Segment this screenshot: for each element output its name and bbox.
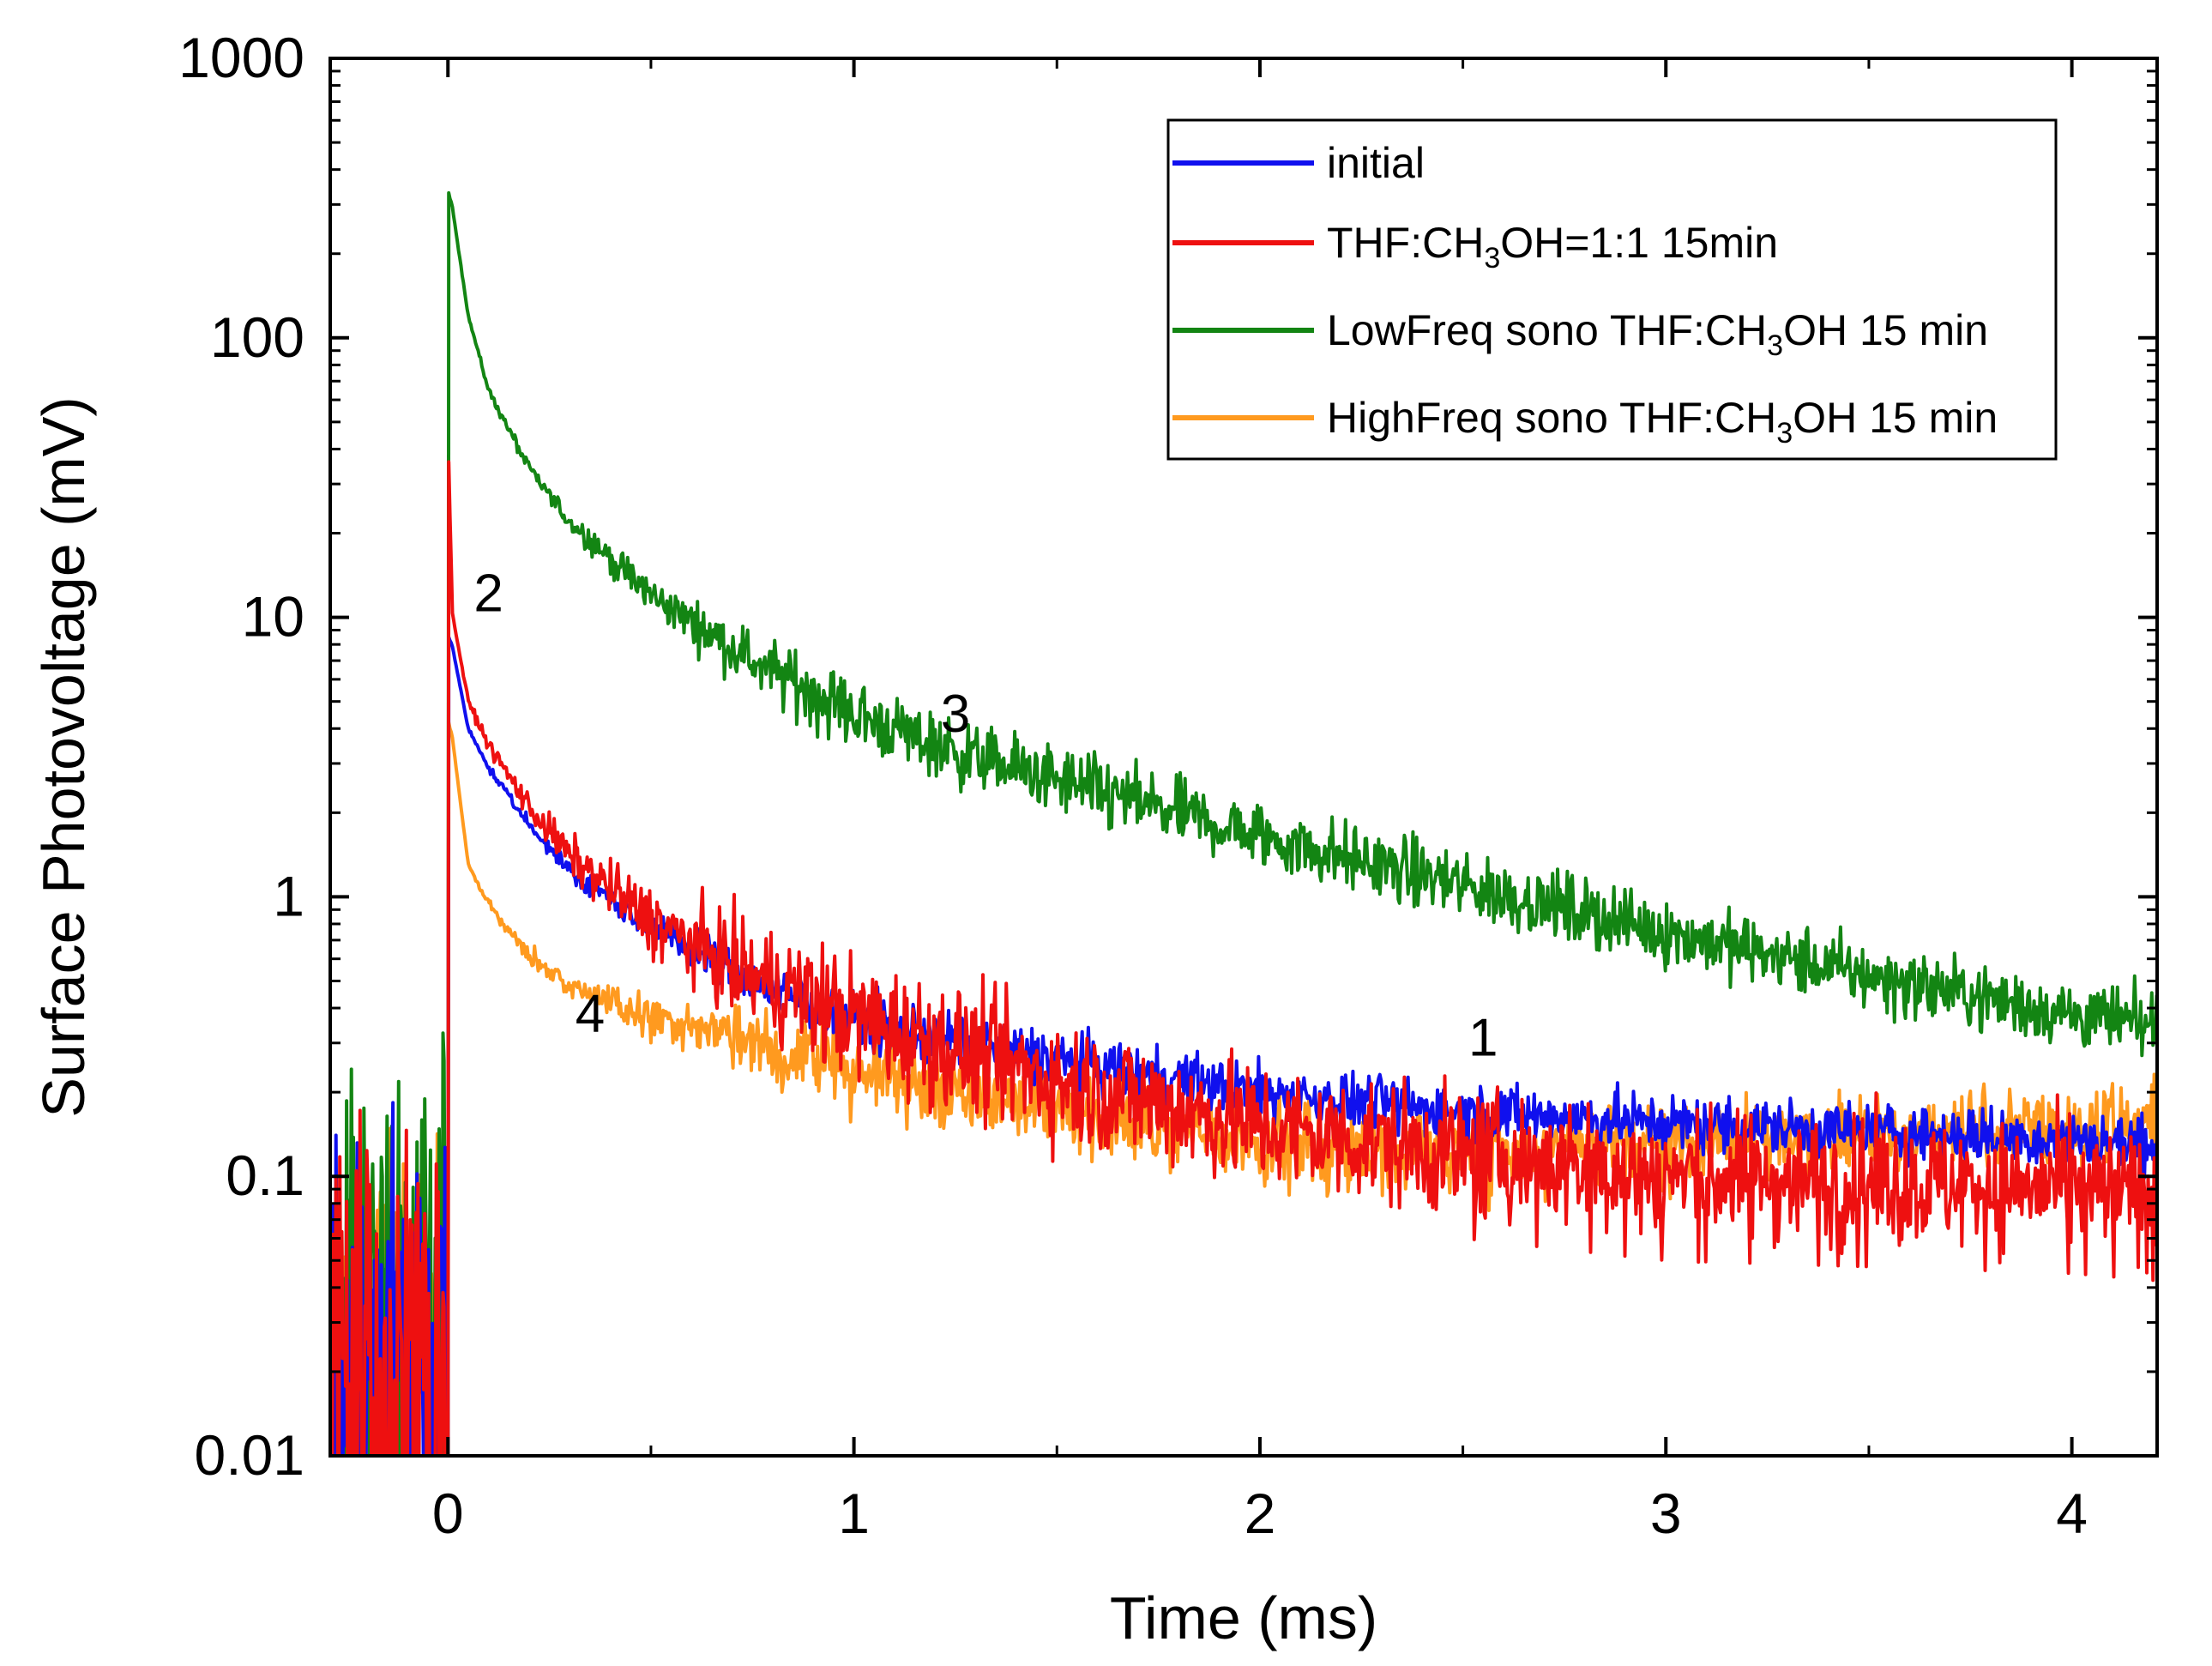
axes-frame <box>328 57 2159 1458</box>
x-tick-label: 1 <box>838 1482 870 1545</box>
series-layer <box>330 190 2157 1456</box>
y-tick-label: 1000 <box>178 26 304 89</box>
y-tick-label: 0.01 <box>195 1423 304 1487</box>
y-tick-label: 100 <box>210 305 304 369</box>
y-tick-label: 0.1 <box>226 1144 304 1207</box>
series-initial <box>330 635 2157 1456</box>
curve-label-3: 3 <box>941 685 970 744</box>
legend-box <box>1166 118 2058 461</box>
axis-ticks: 0 1 2 3 4 0.01 0.1 1 10 100 1000 <box>178 26 2157 1545</box>
legend: initial THF:CH3OH=1:1 15min LowFreq sono T… <box>1166 118 2058 461</box>
curve-label-2: 2 <box>473 564 503 624</box>
plot-frame <box>328 57 2159 1458</box>
x-tick-label: 0 <box>432 1482 464 1545</box>
y-tick-label: 1 <box>273 864 304 927</box>
series-thf-ch3oh <box>330 460 2157 1456</box>
x-tick-label: 3 <box>1650 1482 1682 1545</box>
y-axis-title: Surface Photovoltage (mV) <box>30 396 97 1117</box>
x-axis-title: Time (ms) <box>1110 1585 1377 1651</box>
legend-label: initial <box>1327 139 1425 187</box>
legend-label: THF:CH3OH=1:1 15min <box>1327 219 1778 275</box>
curve-label-4: 4 <box>576 984 605 1043</box>
legend-label: LowFreq sono THF:CH3OH 15 min <box>1327 306 1988 362</box>
x-tick-label: 4 <box>2056 1482 2088 1545</box>
curve-label-1: 1 <box>1468 1009 1498 1068</box>
curve-annotations: 1 2 3 4 <box>473 564 1498 1068</box>
x-tick-label: 2 <box>1245 1482 1276 1545</box>
legend-label: HighFreq sono THF:CH3OH 15 min <box>1327 394 1998 450</box>
series-lowfreq-sono <box>330 190 2157 1456</box>
y-tick-label: 10 <box>242 585 304 649</box>
